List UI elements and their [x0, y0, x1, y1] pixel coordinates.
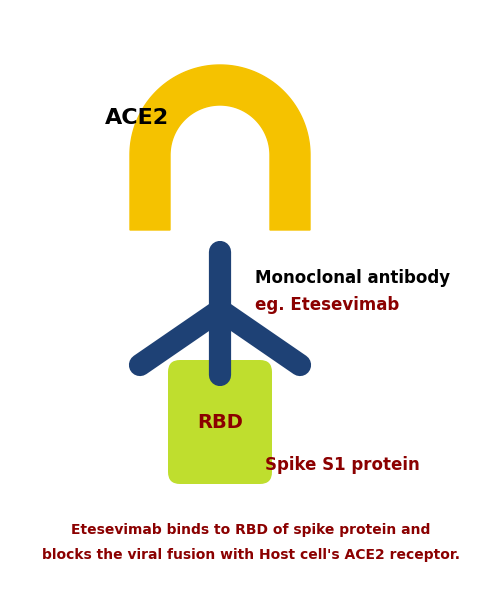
Text: eg. Etesevimab: eg. Etesevimab — [255, 296, 398, 314]
Text: Monoclonal antibody: Monoclonal antibody — [255, 269, 449, 287]
FancyBboxPatch shape — [168, 360, 272, 484]
Text: ACE2: ACE2 — [105, 108, 169, 128]
Text: RBD: RBD — [197, 413, 242, 431]
Text: Spike S1 protein: Spike S1 protein — [265, 456, 419, 474]
Text: blocks the viral fusion with Host cell's ACE2 receptor.: blocks the viral fusion with Host cell's… — [42, 548, 459, 562]
Text: Etesevimab binds to RBD of spike protein and: Etesevimab binds to RBD of spike protein… — [71, 523, 430, 537]
Polygon shape — [130, 65, 310, 230]
